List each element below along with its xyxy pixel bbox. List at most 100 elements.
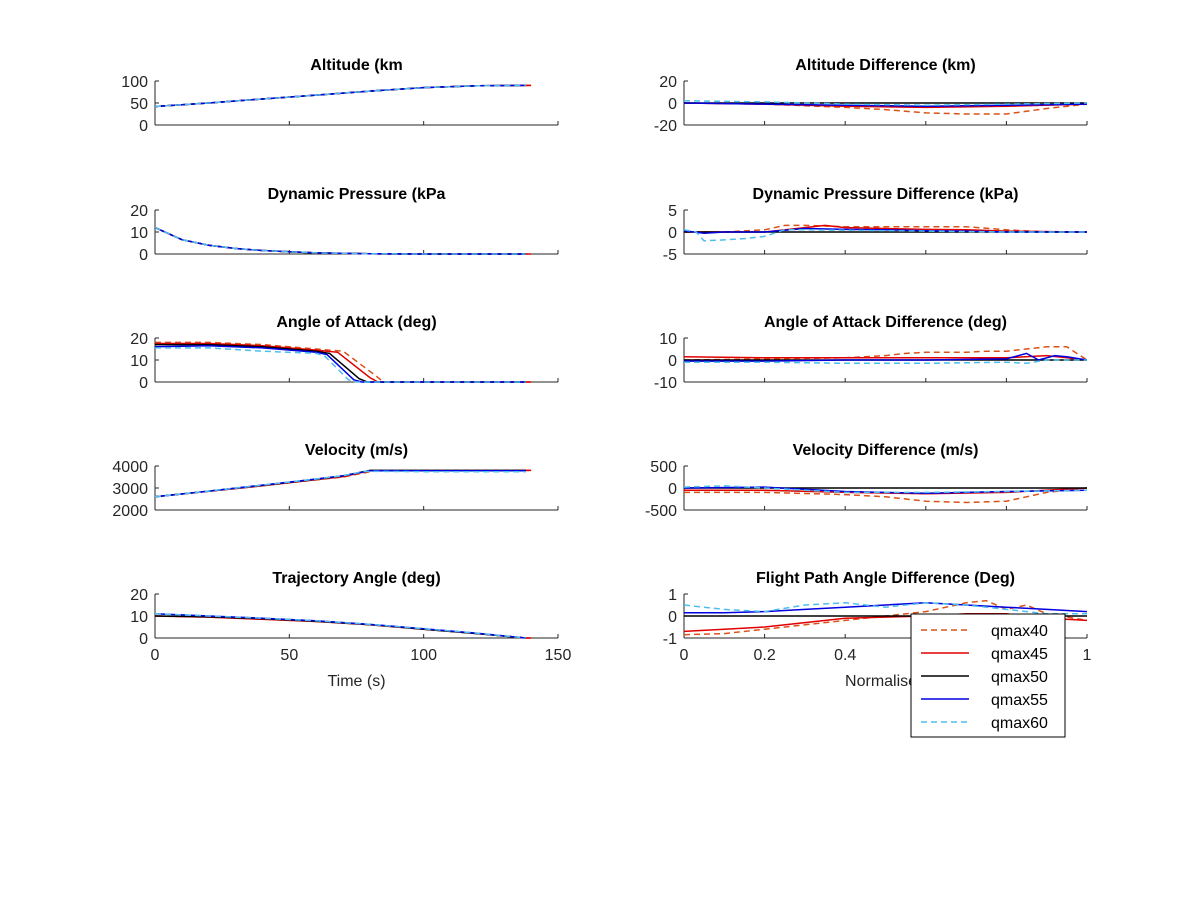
series-line-qmax55: [155, 226, 526, 255]
series-line-qmax60: [684, 100, 1087, 106]
y-tick-label: 0: [668, 353, 677, 370]
y-tick-label: 1: [668, 587, 677, 604]
subplot-title: Velocity Difference (m/s): [793, 442, 979, 459]
series-line-qmax50: [155, 226, 526, 255]
x-axis-label: Normalised: [845, 673, 926, 690]
subplot-title: Dynamic Pressure (kPa: [268, 186, 446, 203]
y-tick-label: 20: [130, 203, 148, 220]
y-tick-label: 10: [130, 353, 148, 370]
series-line-qmax45: [155, 615, 532, 639]
x-tick-label: 0.2: [753, 647, 775, 664]
series-line-qmax40: [684, 224, 1087, 233]
y-tick-label: -500: [645, 503, 677, 520]
subplot-1: Altitude (km 0 50 100: [121, 57, 559, 135]
y-tick-label: 10: [130, 225, 148, 242]
series-line-qmax60: [684, 485, 1087, 494]
series-line-qmax55: [684, 352, 1087, 362]
series-line-qmax40: [684, 102, 1087, 115]
series-line-qmax40: [155, 226, 532, 255]
subplot-title: Altitude Difference (km): [795, 57, 975, 74]
series-line-qmax50: [155, 469, 526, 498]
y-tick-label: 500: [650, 459, 677, 476]
series-group: [155, 613, 532, 639]
y-tick-label: 20: [659, 74, 677, 91]
y-tick-label: -20: [654, 118, 677, 135]
series-line-qmax60: [684, 229, 1087, 242]
x-tick-label: 1: [1083, 647, 1092, 664]
subplot-2: Altitude Difference (km) -20 0 20: [654, 57, 1088, 135]
subplot-9: Trajectory Angle (deg) 0 10 20 0 50 100 150 Time…: [130, 570, 571, 690]
legend-label: qmax55: [991, 692, 1048, 709]
y-tick-label: -5: [663, 247, 677, 264]
subplot-title: Dynamic Pressure Difference (kPa): [753, 186, 1019, 203]
series-group: [684, 485, 1087, 504]
y-tick-label: 0: [139, 631, 148, 648]
series-line-qmax40: [155, 615, 532, 639]
y-tick-label: 0: [139, 118, 148, 135]
series-line-qmax50: [155, 615, 526, 639]
subplot-5: Angle of Attack (deg) 0 10 20: [130, 314, 559, 392]
x-axis-label: Time (s): [327, 673, 385, 690]
y-tick-label: 10: [659, 331, 677, 348]
y-tick-label: -1: [663, 631, 677, 648]
y-tick-label: 3000: [112, 481, 148, 498]
series-line-qmax40: [155, 341, 532, 383]
series-group: [684, 346, 1087, 365]
subplot-title: Flight Path Angle Difference (Deg): [756, 570, 1015, 587]
subplot-4: Dynamic Pressure Difference (kPa) -5 0 5: [663, 186, 1088, 264]
series-line-qmax60: [155, 84, 526, 108]
series-line-qmax45: [155, 226, 532, 255]
y-tick-label: 0: [668, 96, 677, 113]
y-tick-label: 100: [121, 74, 148, 91]
y-tick-label: 10: [130, 609, 148, 626]
subplot-3: Dynamic Pressure (kPa 0 10 20: [130, 186, 559, 264]
series-line-qmax40: [684, 487, 1087, 504]
subplot-title: Angle of Attack Difference (deg): [764, 314, 1007, 331]
subplot-title: Angle of Attack (deg): [276, 314, 436, 331]
series-group: [155, 341, 532, 383]
series-group: [155, 226, 532, 255]
series-line-qmax50: [155, 343, 526, 383]
series-line-qmax60: [155, 226, 526, 255]
series-line-qmax60: [155, 613, 526, 639]
subplot-title: Trajectory Angle (deg): [272, 570, 440, 587]
subplot-title: Altitude (km: [310, 57, 402, 74]
series-line-qmax45: [155, 469, 532, 498]
series-line-qmax45: [684, 354, 1087, 361]
series-group: [155, 469, 532, 498]
x-tick-label: 150: [545, 647, 572, 664]
series-line-qmax40: [155, 469, 532, 498]
legend-label: qmax60: [991, 715, 1048, 732]
series-line-qmax55: [684, 102, 1087, 108]
subplot-7: Velocity (m/s) 2000 3000 4000: [112, 442, 559, 520]
series-line-qmax60: [684, 602, 1087, 615]
y-tick-label: 20: [130, 587, 148, 604]
y-tick-label: -10: [654, 375, 677, 392]
y-tick-label: 0: [668, 225, 677, 242]
series-line-qmax40: [684, 599, 1087, 636]
subplot-6: Angle of Attack Difference (deg) -10 0 10: [654, 314, 1088, 392]
y-tick-label: 0: [139, 375, 148, 392]
y-tick-label: 0: [668, 481, 677, 498]
x-tick-label: 50: [280, 647, 298, 664]
x-tick-label: 100: [410, 647, 437, 664]
y-tick-label: 0: [139, 247, 148, 264]
x-tick-label: 0: [680, 647, 689, 664]
legend-label: qmax45: [991, 646, 1048, 663]
legend-label: qmax50: [991, 669, 1048, 686]
series-group: [684, 100, 1087, 115]
series-line-qmax45: [155, 342, 532, 383]
subplot-title: Velocity (m/s): [305, 442, 408, 459]
series-line-qmax60: [155, 470, 526, 498]
series-line-qmax60: [155, 347, 526, 383]
series-line-qmax60: [684, 359, 1087, 365]
series-line-qmax55: [155, 470, 526, 498]
legend-label: qmax40: [991, 623, 1048, 640]
legend: qmax40 qmax45 qmax50 qmax55 qmax60: [910, 613, 1066, 738]
y-tick-label: 0: [668, 609, 677, 626]
y-tick-label: 5: [668, 203, 677, 220]
y-tick-label: 50: [130, 96, 148, 113]
series-group: [155, 84, 532, 108]
x-tick-label: 0.4: [834, 647, 856, 664]
